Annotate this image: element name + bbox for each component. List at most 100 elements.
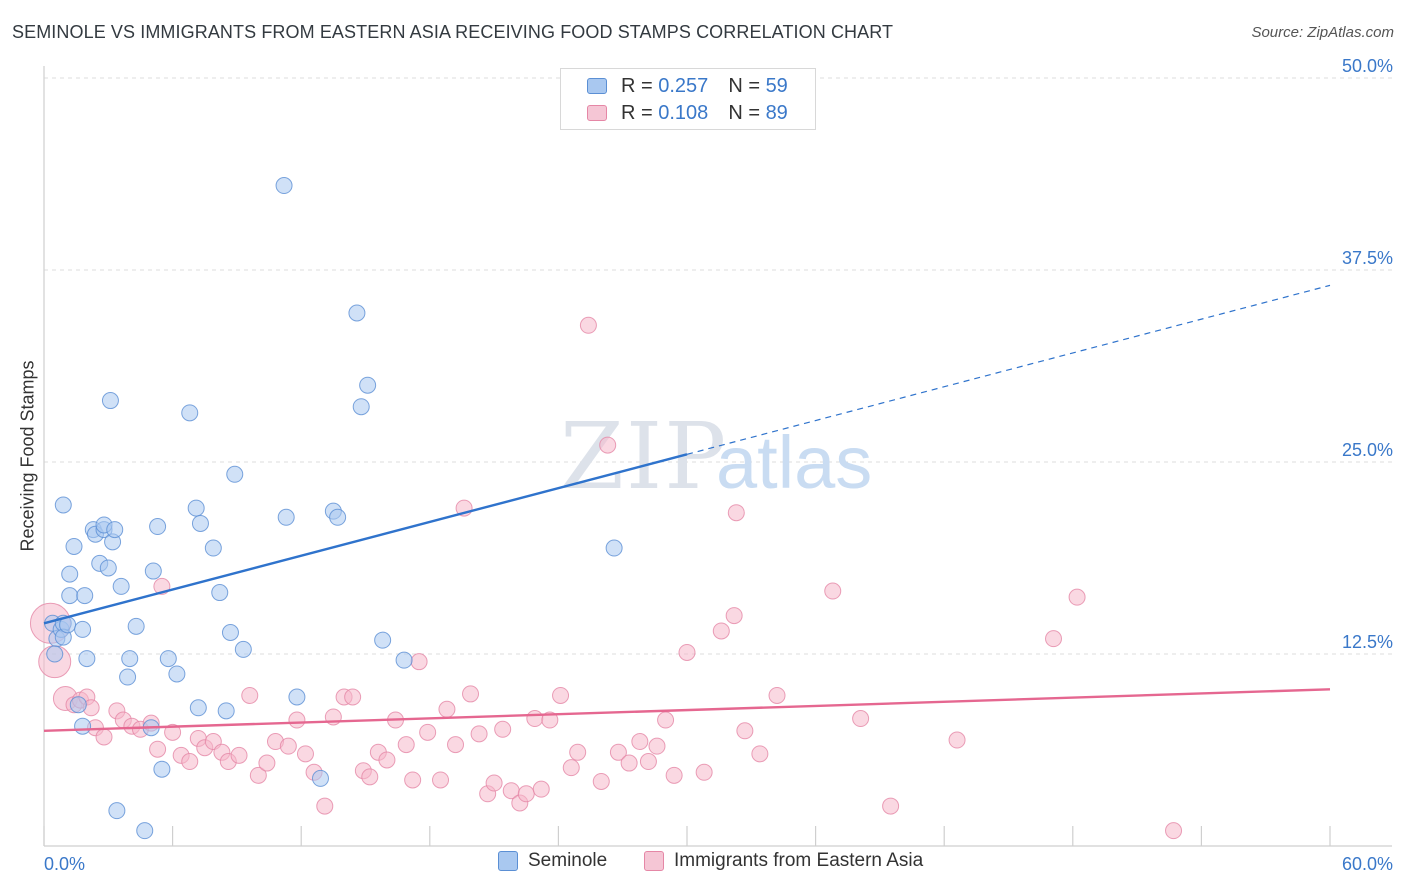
immigrants-trend-line — [43, 688, 1331, 732]
immigrants-point — [631, 733, 649, 751]
immigrants-point — [230, 746, 248, 764]
seminole-legend-label: Seminole — [528, 850, 608, 871]
immigrants-point — [296, 745, 314, 763]
immigrants-point — [725, 607, 743, 625]
seminole-point — [61, 587, 79, 605]
immigrants-point — [494, 720, 512, 738]
points-layer — [29, 177, 1183, 840]
watermark: ZIP atlas — [560, 403, 872, 510]
seminole-point — [189, 699, 207, 717]
immigrants-point — [569, 743, 587, 761]
immigrants-point — [562, 759, 580, 777]
seminole-point — [288, 688, 306, 706]
immigrants-point — [164, 723, 182, 741]
seminole-n-value: 59 — [765, 74, 788, 97]
immigrants-point — [149, 740, 167, 758]
immigrants-point — [852, 710, 870, 728]
immigrants-legend-swatch — [644, 851, 664, 871]
immigrants-point — [344, 688, 362, 706]
immigrants-point — [485, 774, 503, 792]
seminole-point — [374, 631, 392, 649]
immigrants-point — [648, 737, 666, 755]
immigrants-point — [712, 622, 730, 640]
r-label: R = — [621, 74, 653, 97]
immigrants-point — [378, 751, 396, 769]
immigrants-n-value: 89 — [765, 101, 788, 124]
seminole-point — [101, 392, 119, 410]
seminole-point — [395, 651, 413, 669]
n-label: N = — [728, 74, 760, 97]
seminole-point — [348, 304, 366, 322]
legend-row-seminole: R = 0.257 N = 59 — [587, 74, 788, 98]
seminole-point — [204, 539, 222, 557]
y-tick-label: 25.0% — [1342, 440, 1393, 460]
immigrants-point — [678, 643, 696, 661]
seminole-point — [149, 518, 167, 536]
immigrants-point — [1045, 630, 1063, 648]
seminole-trend-line — [43, 453, 688, 625]
seminole-point — [605, 539, 623, 557]
seminole-point — [153, 760, 171, 778]
seminole-point — [108, 802, 126, 820]
seminole-point — [187, 499, 205, 517]
immigrants-point — [751, 745, 769, 763]
immigrants-point — [470, 725, 488, 743]
seminole-swatch — [587, 78, 607, 94]
tick-label-layer: 12.5% 25.0% 37.5% 50.0% 0.0% 60.0% — [44, 56, 1393, 874]
legend-item-immigrants[interactable]: Immigrants from Eastern Asia — [644, 850, 923, 872]
seminole-point — [46, 645, 64, 663]
immigrants-point — [948, 731, 966, 749]
x-tick-label: 0.0% — [44, 854, 85, 874]
seminole-point — [191, 514, 209, 532]
immigrants-point — [599, 436, 617, 454]
r-label: R = — [621, 101, 653, 124]
immigrants-point — [1068, 588, 1086, 606]
immigrants-point — [438, 700, 456, 718]
seminole-point — [217, 702, 235, 720]
immigrants-point — [579, 316, 597, 334]
source-credit: Source: ZipAtlas.com — [1251, 24, 1394, 41]
immigrants-point — [419, 723, 437, 741]
seminole-point — [69, 696, 87, 714]
legend-row-immigrants: R = 0.108 N = 89 — [587, 101, 788, 125]
grid-layer — [44, 77, 1392, 655]
seminole-point — [54, 496, 72, 514]
immigrants-point — [241, 686, 259, 704]
seminole-point — [168, 665, 186, 683]
immigrants-point — [532, 780, 550, 798]
seminole-point — [211, 584, 229, 602]
seminole-point — [221, 623, 239, 641]
immigrants-point — [410, 653, 428, 671]
seminole-point — [121, 650, 139, 668]
immigrants-point — [768, 686, 786, 704]
seminole-legend-swatch — [498, 851, 518, 871]
immigrants-point — [736, 722, 754, 740]
immigrants-point — [1165, 822, 1183, 840]
immigrants-point — [432, 771, 450, 789]
immigrants-point — [249, 766, 267, 784]
seminole-point — [159, 650, 177, 668]
seminole-point — [65, 537, 83, 555]
y-tick-label: 50.0% — [1342, 56, 1393, 76]
immigrants-point — [258, 754, 276, 772]
immigrants-point — [181, 753, 199, 771]
immigrants-legend-label: Immigrants from Eastern Asia — [674, 850, 924, 871]
seminole-point — [127, 617, 145, 635]
immigrants-swatch — [587, 105, 607, 121]
immigrants-point — [95, 728, 113, 746]
immigrants-point — [824, 582, 842, 600]
immigrants-point — [404, 771, 422, 789]
chart-title: SEMINOLE VS IMMIGRANTS FROM EASTERN ASIA… — [12, 22, 894, 42]
seminole-point — [359, 376, 377, 394]
immigrants-point — [639, 753, 657, 771]
legend-item-seminole[interactable]: Seminole — [498, 850, 607, 872]
seminole-point — [61, 565, 79, 583]
watermark-zip: ZIP — [560, 403, 728, 510]
seminole-point — [234, 640, 252, 658]
immigrants-point — [526, 710, 544, 728]
seminole-point — [277, 508, 295, 526]
immigrants-point — [657, 711, 675, 729]
n-label: N = — [728, 101, 760, 124]
seminole-point — [74, 620, 92, 638]
